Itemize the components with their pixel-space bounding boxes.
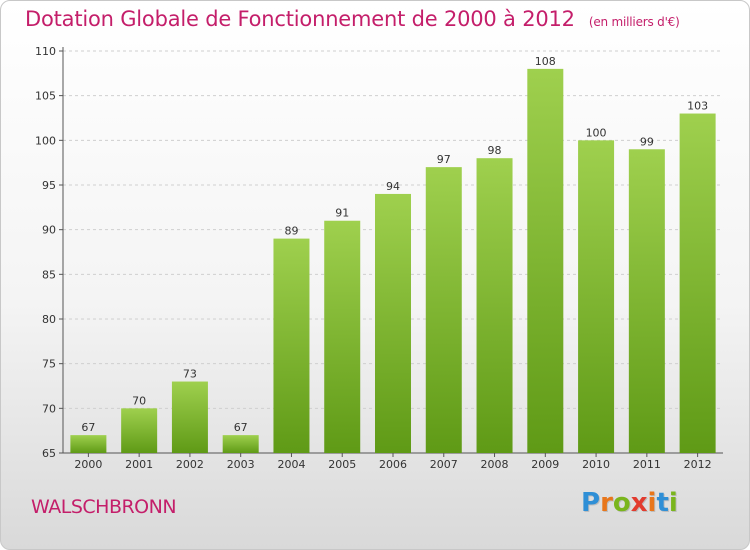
y-tick-label: 105 [35, 90, 56, 103]
bar [476, 158, 513, 453]
data-label: 67 [81, 421, 95, 434]
x-tick-label: 2006 [379, 458, 407, 471]
x-tick-label: 2007 [430, 458, 458, 471]
logo-letter: o [612, 488, 631, 518]
data-label: 67 [234, 421, 248, 434]
x-tick-label: 2009 [531, 458, 559, 471]
logo-letter: P [581, 488, 601, 518]
bar [70, 435, 107, 453]
logo-letter: t [656, 488, 669, 518]
logo-letter: r [600, 488, 613, 518]
data-label: 98 [488, 144, 502, 157]
y-tick-label: 75 [42, 358, 56, 371]
bar [324, 220, 361, 453]
data-label: 91 [335, 207, 349, 220]
bar [375, 193, 411, 453]
data-label: 94 [386, 180, 400, 193]
bar [121, 408, 158, 453]
logo-letter: x [630, 488, 648, 518]
bar [527, 68, 564, 453]
x-tick-label: 2004 [277, 458, 305, 471]
bar-chart: 65 70 75 80 85 90 95 100 105 110 67 2000 70 2001 73 200… [35, 45, 723, 471]
chart-title-text: Dotation Globale de Fonctionnement de 20… [25, 7, 575, 31]
proxiti-logo: Proxiti [581, 488, 678, 518]
data-label: 97 [437, 153, 451, 166]
location-name: WALSCHBRONN [31, 496, 177, 518]
x-tick-label: 2011 [633, 458, 661, 471]
x-tick-label: 2003 [227, 458, 255, 471]
y-tick-label: 110 [35, 45, 56, 58]
x-tick-label: 2000 [74, 458, 102, 471]
labels: 65 70 75 80 85 90 95 100 105 110 67 2000 70 2001 73 200… [35, 45, 712, 471]
x-tick-label: 2012 [684, 458, 712, 471]
data-label: 89 [284, 225, 298, 238]
x-tick-label: 2005 [328, 458, 356, 471]
x-tick-label: 2008 [481, 458, 509, 471]
data-label: 108 [535, 55, 556, 68]
bars [70, 68, 716, 454]
bar [628, 149, 665, 453]
data-label: 99 [640, 135, 654, 148]
data-label: 73 [183, 368, 197, 381]
x-tick-label: 2002 [176, 458, 204, 471]
bar [679, 113, 716, 454]
x-tick-label: 2001 [125, 458, 153, 471]
data-label: 70 [132, 394, 146, 407]
bar [425, 167, 462, 453]
bar [171, 381, 208, 453]
y-tick-label: 100 [35, 134, 56, 147]
logo-letter: i [647, 488, 657, 518]
data-label: 103 [687, 100, 708, 113]
y-tick-label: 65 [42, 447, 56, 460]
unit-note: (en milliers d'€) [588, 15, 680, 29]
y-tick-label: 95 [42, 179, 56, 192]
data-label: 100 [586, 126, 607, 139]
chart-title: Dotation Globale de Fonctionnement de 20… [25, 7, 680, 31]
bar [222, 435, 259, 453]
y-tick-label: 85 [42, 268, 56, 281]
y-tick-label: 80 [42, 313, 56, 326]
logo-letter: i [668, 488, 678, 518]
y-tick-label: 90 [42, 224, 56, 237]
x-tick-label: 2010 [582, 458, 610, 471]
y-tick-label: 70 [42, 402, 56, 415]
bar [578, 140, 615, 454]
bar [273, 238, 310, 453]
